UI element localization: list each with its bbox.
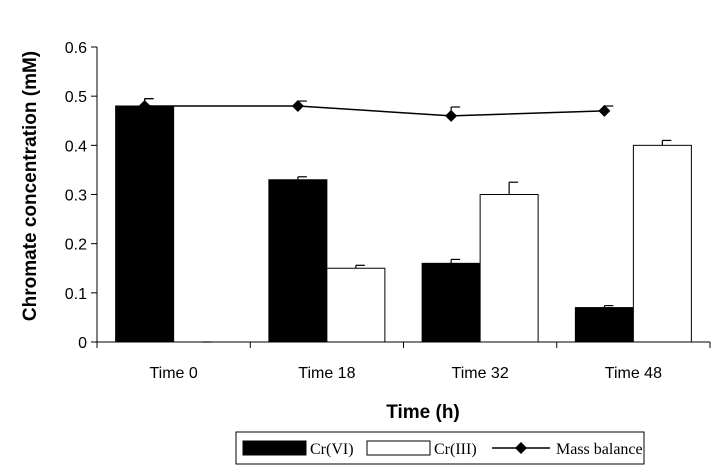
bar-1-3 [632, 144, 692, 343]
y-tick-label-6: 0.6 [65, 40, 87, 57]
error-bars-layer [144, 98, 672, 343]
mass-balance-point-0 [138, 100, 151, 112]
x-tick-label-2: Time 32 [452, 365, 509, 382]
legend-swatch-cr-vi [242, 440, 307, 456]
bar-1-1 [326, 267, 386, 343]
y-tick-label-0: 0 [78, 335, 87, 352]
y-tick-label-2: 0.2 [65, 237, 87, 254]
legend: Cr(VI) Cr(III) Mass balance [235, 431, 645, 465]
mass-balance-point-2 [445, 109, 458, 122]
bar-0-1 [268, 179, 328, 343]
mass-balance-line [144, 105, 605, 117]
y-axis-title: Chromate concentration (mM) [20, 51, 41, 321]
bar-0-2 [421, 262, 481, 343]
mass-balance-layer [138, 98, 614, 122]
x-tick-label-0: Time 0 [149, 365, 197, 382]
axes-layer [91, 46, 711, 348]
legend-label-cr-vi: Cr(VI) [310, 441, 354, 458]
bar-1-2 [479, 194, 539, 343]
x-axis-title: Time (h) [386, 402, 460, 423]
bar-0-3 [574, 307, 634, 343]
labels-layer: 0 0.1 0.2 0.3 0.4 0.5 0.6 Time 0 Time 18 Time 32 T… [65, 40, 662, 382]
bars-layer [115, 105, 692, 343]
y-tick-label-5: 0.5 [65, 89, 87, 106]
x-tick-label-3: Time 48 [605, 365, 662, 382]
bar-0-0 [115, 105, 175, 343]
legend-label-mass-balance: Mass balance [556, 441, 643, 458]
y-tick-label-1: 0.1 [65, 286, 87, 303]
legend-marker-mass-balance [515, 442, 527, 454]
mass-balance-point-3 [598, 104, 611, 117]
legend-swatch-cr-iii [366, 440, 431, 456]
mass-balance-point-1 [291, 100, 304, 112]
x-tick-label-1: Time 18 [298, 365, 355, 382]
y-tick-label-3: 0.3 [65, 188, 87, 205]
y-tick-label-4: 0.4 [65, 138, 87, 155]
legend-label-cr-iii: Cr(III) [434, 441, 477, 458]
